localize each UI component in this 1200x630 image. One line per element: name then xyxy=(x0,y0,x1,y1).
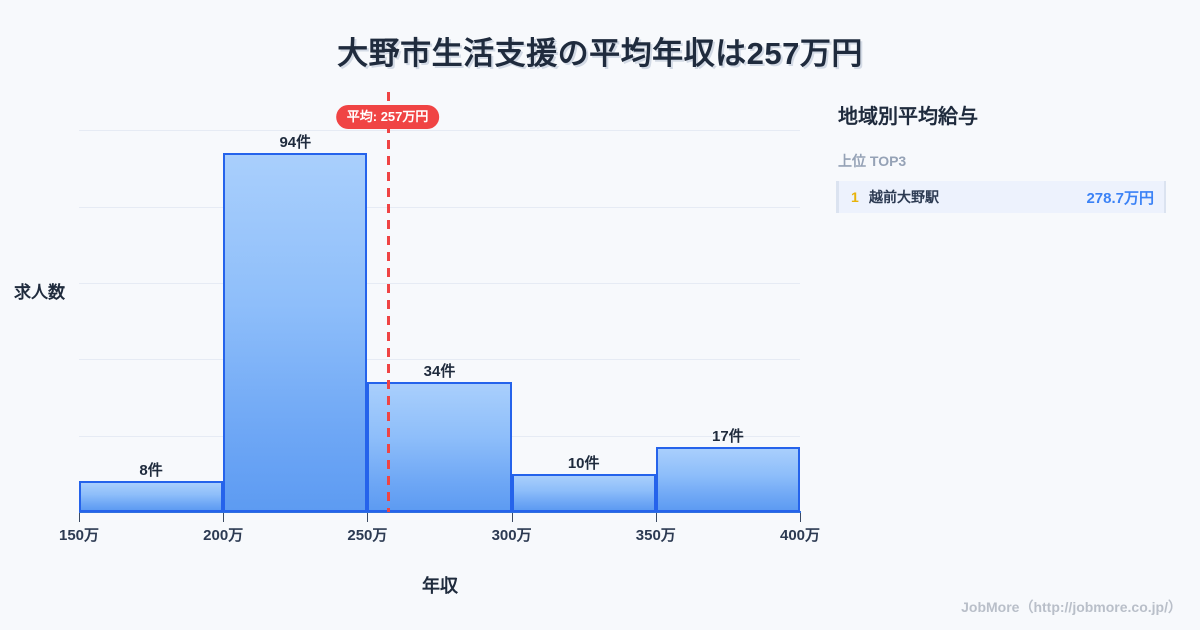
gridline xyxy=(79,130,800,132)
regional-salary-panel: 地域別平均給与 上位 TOP3 1 越前大野駅 278.7万円 xyxy=(836,100,1166,213)
x-axis-line xyxy=(79,511,801,513)
gridline xyxy=(79,359,800,361)
histogram-bar[interactable] xyxy=(655,447,800,512)
sidebar-subtitle: 上位 TOP3 xyxy=(838,153,907,169)
y-axis-title: 求人数 xyxy=(14,283,65,302)
x-axis-tick xyxy=(79,513,80,522)
x-axis-tick xyxy=(367,513,369,522)
x-axis-tick xyxy=(655,513,657,522)
bar-value-label: 10件 xyxy=(567,454,600,472)
x-axis-title: 年収 xyxy=(422,576,458,596)
x-axis-tick-label: 350万 xyxy=(635,527,676,544)
sidebar-title: 地域別平均給与 xyxy=(838,106,978,128)
x-axis-tick-label: 150万 xyxy=(58,527,100,544)
histogram-chart: 150万 200万 250万 300万 350万 400万 8件 94件 34件 10件 17件 … xyxy=(14,92,821,596)
histogram-bar[interactable] xyxy=(223,153,368,512)
x-axis-tick-label: 400万 xyxy=(779,527,821,544)
x-axis-tick-label: 250万 xyxy=(347,527,388,544)
histogram-bar[interactable] xyxy=(511,473,656,512)
histogram-bar[interactable] xyxy=(79,481,224,512)
gridline xyxy=(79,206,800,208)
rank-list: 1 越前大野駅 278.7万円 xyxy=(836,181,1166,213)
x-axis-tick xyxy=(223,513,225,522)
bar-value-label: 17件 xyxy=(712,428,744,446)
rank-salary-value: 278.7万円 xyxy=(1086,189,1154,207)
average-badge: 平均: 257万円 xyxy=(335,105,440,129)
x-axis-tick-label: 200万 xyxy=(203,527,244,544)
rank-area-name: 越前大野駅 xyxy=(869,189,939,205)
x-axis-tick-label: 300万 xyxy=(491,527,532,544)
histogram-bar[interactable] xyxy=(367,382,512,512)
bar-value-label: 8件 xyxy=(139,462,163,480)
bar-value-label: 94件 xyxy=(279,134,312,152)
bar-value-label: 34件 xyxy=(423,363,456,381)
x-axis-tick xyxy=(800,513,801,522)
rank-row[interactable]: 1 越前大野駅 278.7万円 xyxy=(839,181,1164,213)
page-title: 大野市生活支援の平均年収は257万円 xyxy=(337,36,863,71)
average-line xyxy=(386,92,390,512)
gridline xyxy=(79,282,800,284)
rank-number: 1 xyxy=(851,189,859,205)
x-axis-tick xyxy=(511,513,513,522)
footer-watermark: JobMore（http://jobmore.co.jp/） xyxy=(961,599,1182,615)
